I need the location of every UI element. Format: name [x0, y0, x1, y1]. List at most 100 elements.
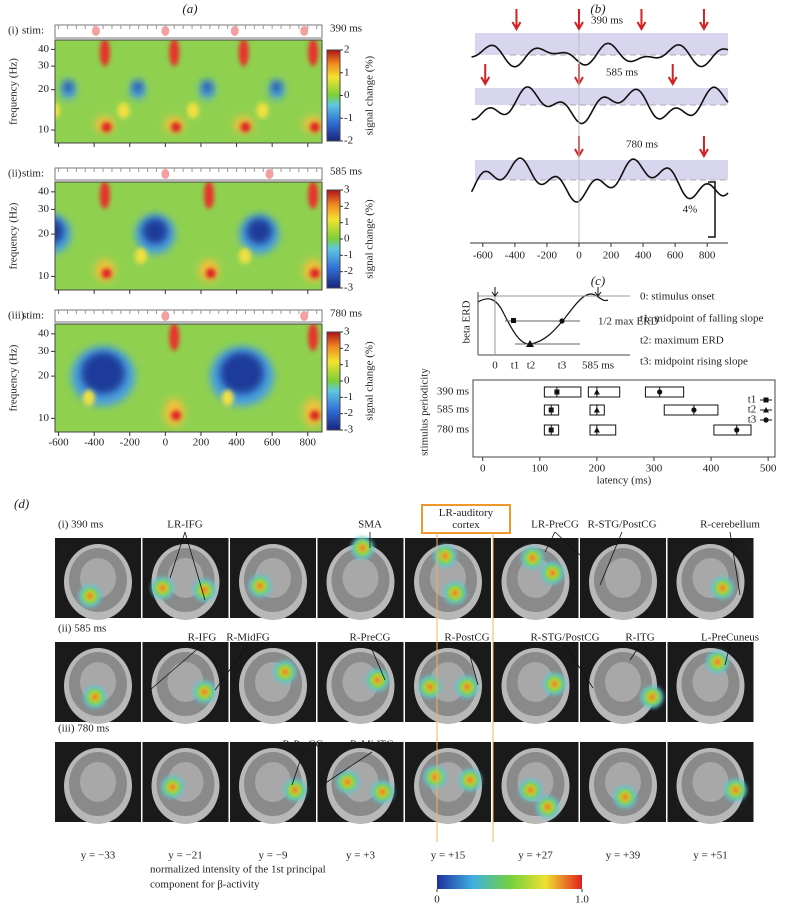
stim-dot — [265, 169, 274, 179]
label: 10 — [38, 124, 50, 136]
label: 20 — [38, 228, 50, 240]
activation — [464, 684, 470, 690]
leader — [149, 644, 203, 691]
activation — [622, 794, 628, 800]
label: 2 — [344, 342, 350, 354]
activation — [720, 585, 725, 591]
blob — [0, 82, 3, 92]
activation — [550, 570, 555, 576]
label: 200 — [589, 463, 606, 475]
label: 0 — [480, 463, 486, 475]
label: 780 ms — [626, 139, 658, 151]
label: 100 — [532, 463, 549, 475]
activation — [360, 545, 365, 551]
tissue — [605, 558, 641, 598]
label: 0 — [344, 89, 350, 101]
blob — [221, 389, 234, 406]
activation — [528, 787, 533, 793]
blob — [203, 182, 214, 209]
label: t2: maximum ERD — [640, 335, 724, 347]
activation — [432, 774, 438, 780]
spectrogram — [0, 181, 322, 282]
label: 800 — [699, 250, 716, 262]
blob — [240, 122, 251, 133]
marker — [763, 397, 769, 403]
label: SMA — [358, 519, 382, 531]
label: latency (ms) — [597, 475, 652, 487]
blob — [171, 410, 182, 421]
activation — [282, 669, 288, 675]
label: -200 — [120, 437, 141, 449]
blob — [0, 181, 6, 209]
label: signal change (%) — [364, 55, 376, 135]
label: -2 — [344, 135, 353, 147]
stim-bar — [54, 309, 323, 323]
label: R-MidFG — [226, 632, 269, 644]
leader — [184, 531, 206, 601]
marker — [734, 427, 740, 433]
marker — [593, 407, 600, 413]
blob — [246, 218, 273, 245]
range-box — [713, 424, 752, 436]
stim-bar — [54, 167, 323, 181]
blob — [309, 410, 320, 421]
label: normalized intensity of the 1st principa… — [150, 864, 326, 876]
activation — [292, 787, 298, 793]
label: 40 — [38, 185, 50, 197]
label: y = −33 — [81, 850, 116, 862]
activation — [87, 593, 93, 599]
label: signal change (%) — [364, 341, 376, 421]
label: (i) 390 ms — [58, 519, 103, 531]
blob — [256, 102, 269, 119]
label: 585 ms — [582, 360, 614, 372]
t3-dot — [559, 318, 565, 324]
label: 0 — [492, 360, 498, 372]
label: frequency (Hz) — [8, 202, 20, 269]
label: 1 — [344, 216, 350, 228]
leader — [466, 644, 479, 686]
stim-dot — [230, 26, 239, 36]
label: -400 — [505, 250, 526, 262]
label: 0 — [163, 437, 169, 449]
label: y = +27 — [518, 850, 553, 862]
activation — [552, 681, 557, 687]
activation — [257, 583, 263, 589]
label: -600 — [473, 250, 494, 262]
label: 600 — [264, 437, 281, 449]
label: 40 — [38, 327, 50, 339]
colorbar — [326, 331, 341, 431]
label: 0 — [434, 894, 440, 906]
blob — [308, 40, 319, 67]
label: t3: midpoint rising slope — [640, 356, 748, 368]
activation — [170, 784, 175, 790]
label: t1: midpoint of falling slope — [640, 313, 764, 325]
range-box — [663, 404, 719, 416]
stim-bar — [54, 24, 323, 39]
label: -2 — [344, 265, 353, 277]
label: R-STG/PostCG — [587, 519, 656, 531]
blob — [205, 268, 216, 279]
label: -3 — [344, 424, 354, 436]
label: 0: stimulus onset — [640, 291, 715, 303]
leader — [369, 644, 386, 681]
label: frequency (Hz) — [8, 344, 20, 411]
label: y = −9 — [259, 850, 288, 862]
arrow — [491, 287, 499, 297]
label: t2 — [527, 360, 536, 372]
label: signal change (%) — [364, 199, 376, 279]
label: 780 ms — [437, 424, 469, 436]
leader — [629, 644, 641, 661]
label: LR-PreCG — [531, 519, 579, 531]
arrow — [480, 64, 491, 87]
activation — [715, 659, 720, 665]
label: 10 — [38, 270, 50, 282]
blob — [0, 80, 7, 100]
stim-dot — [161, 26, 170, 36]
arrow — [699, 136, 709, 159]
blob — [55, 102, 61, 119]
label: frequency (Hz) — [8, 58, 20, 125]
scale-bar — [708, 181, 716, 238]
label: 400 — [635, 250, 652, 262]
curve — [471, 42, 729, 68]
range-box — [589, 424, 617, 436]
